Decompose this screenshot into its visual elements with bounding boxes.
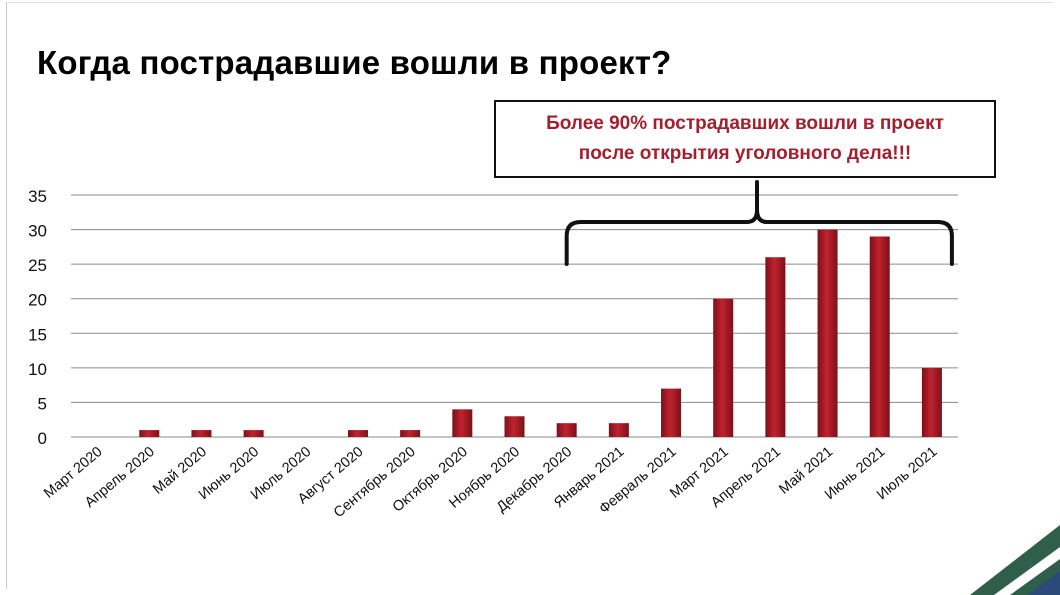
callout-box: Более 90% пострадавших вошли в проект по… bbox=[494, 100, 996, 178]
bar bbox=[608, 423, 629, 437]
bar bbox=[504, 416, 525, 437]
bar bbox=[921, 367, 942, 437]
y-tick-label: 20 bbox=[28, 291, 47, 310]
corner-stripe-blue bbox=[1028, 571, 1060, 595]
bar bbox=[556, 423, 577, 437]
bar bbox=[243, 430, 264, 437]
slide-title: Когда пострадавшие вошли в проект? bbox=[37, 44, 672, 81]
bar bbox=[347, 430, 368, 437]
bar bbox=[869, 236, 890, 437]
y-tick-label: 5 bbox=[38, 394, 47, 413]
y-tick-label: 30 bbox=[28, 222, 47, 241]
y-tick-label: 25 bbox=[28, 256, 47, 275]
y-tick-label: 0 bbox=[38, 429, 47, 448]
corner-decoration bbox=[970, 525, 1060, 595]
bar bbox=[452, 409, 473, 437]
callout-line-2: после открытия уголовного дела!!! bbox=[578, 143, 912, 164]
grid-layer bbox=[71, 194, 958, 438]
bar bbox=[400, 430, 421, 437]
bar bbox=[817, 229, 838, 437]
bars bbox=[139, 229, 942, 437]
bracket bbox=[564, 180, 954, 266]
y-tick-label: 35 bbox=[28, 187, 47, 206]
bar bbox=[713, 298, 734, 437]
bar bbox=[139, 430, 160, 437]
bar bbox=[661, 388, 682, 437]
y-tick-label: 10 bbox=[28, 360, 47, 379]
corner-stripe-green bbox=[970, 525, 1060, 595]
bar bbox=[765, 257, 786, 437]
bar bbox=[191, 430, 212, 437]
callout-line-1: Более 90% пострадавших вошли в проект bbox=[546, 113, 944, 134]
y-tick-label: 15 bbox=[28, 325, 47, 344]
y-axis: 0 5 10 15 20 25 30 35 bbox=[28, 187, 47, 448]
corner-stripe-white bbox=[994, 547, 1060, 595]
